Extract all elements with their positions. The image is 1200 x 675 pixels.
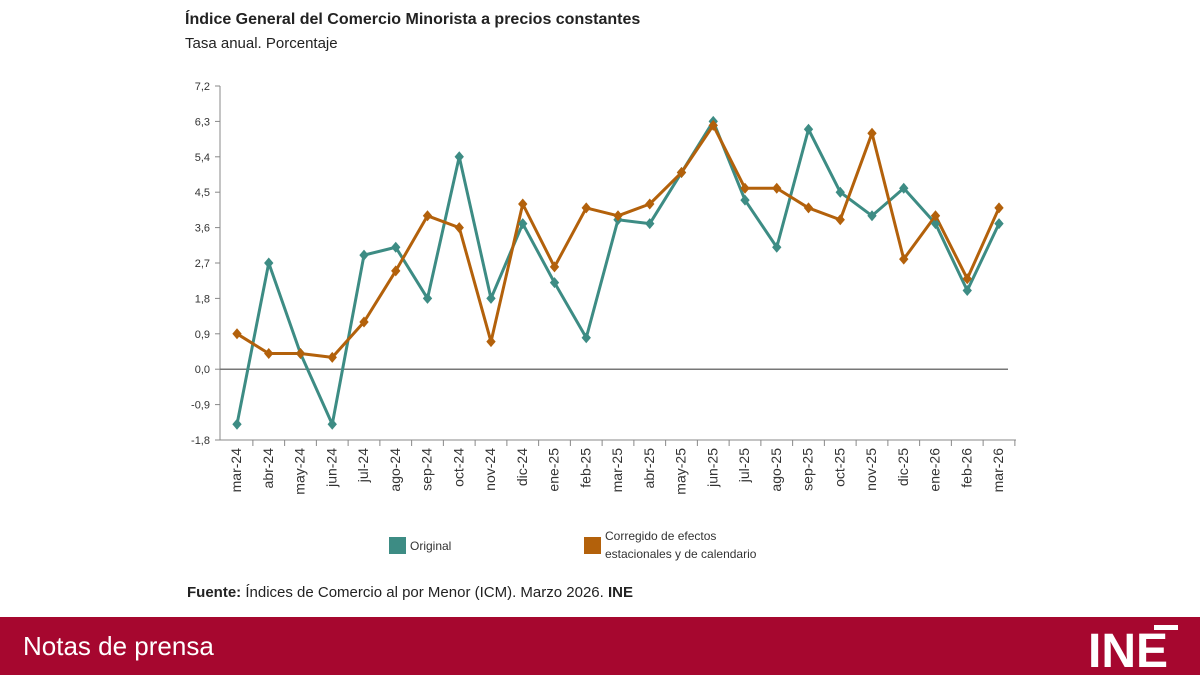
point-original — [391, 241, 401, 253]
point-original — [359, 249, 369, 261]
x-tick-label: ago-25 — [768, 448, 784, 492]
point-corregido — [327, 351, 337, 363]
y-tick-label: -0,9 — [191, 400, 210, 412]
point-original — [835, 186, 845, 198]
y-tick-label: 5,4 — [195, 152, 210, 164]
x-tick-label: abr-25 — [641, 448, 657, 489]
x-tick-label: ene-26 — [927, 448, 943, 492]
x-tick-label: feb-25 — [577, 448, 593, 488]
point-corregido — [994, 202, 1004, 214]
point-corregido — [708, 119, 718, 131]
point-corregido — [581, 202, 591, 214]
point-original — [930, 218, 941, 230]
point-original — [264, 257, 274, 269]
point-corregido — [962, 273, 972, 285]
point-original — [740, 194, 750, 206]
x-tick-label: feb-26 — [958, 448, 974, 488]
x-tick-label: jun-24 — [323, 448, 339, 488]
legend-swatch-original — [389, 537, 406, 554]
y-tick-label: 0,0 — [195, 364, 210, 376]
point-corregido — [930, 210, 941, 222]
point-corregido — [740, 182, 750, 194]
line-chart: 7,2 6,3 5,4 4,5 3,6 2,7 1,8 0,9 0,0 -0,9 -1,8 mar-2… — [191, 81, 1016, 561]
x-tick-label: nov-25 — [863, 448, 879, 491]
point-original — [422, 292, 433, 304]
point-corregido — [676, 167, 687, 179]
point-original — [327, 418, 337, 430]
footer-bar: Notas de prensa INE — [0, 617, 1200, 675]
point-corregido — [867, 127, 877, 139]
point-original — [645, 218, 655, 230]
y-tick-label: 6,3 — [195, 116, 210, 128]
source-note: Fuente: Índices de Comercio al por Menor… — [187, 584, 633, 601]
x-tick-label: mar-26 — [990, 448, 1006, 493]
point-original — [772, 241, 782, 253]
point-corregido — [835, 214, 845, 226]
x-tick-label: ene-25 — [546, 448, 562, 492]
point-original — [549, 277, 560, 289]
chart-subtitle: Tasa anual. Porcentaje — [185, 35, 338, 52]
point-corregido — [422, 210, 433, 222]
footer-title: Notas de prensa — [23, 631, 214, 661]
x-tick-label: mar-25 — [609, 448, 625, 493]
x-tick-label: sep-25 — [800, 448, 816, 491]
x-tick-label: nov-24 — [482, 448, 498, 491]
y-tick-label: 1,8 — [195, 293, 210, 305]
source-org: INE — [607, 584, 633, 601]
point-original — [232, 418, 242, 430]
x-tick-label: oct-25 — [831, 448, 847, 487]
y-tick-label: 4,5 — [195, 187, 210, 199]
x-tick-label: may-25 — [673, 448, 689, 495]
y-tick-label: 0,9 — [195, 329, 210, 341]
point-corregido — [454, 222, 464, 234]
y-tick-label: -1,8 — [191, 435, 210, 447]
point-original — [581, 332, 591, 344]
x-tick-label: may-24 — [292, 448, 308, 495]
point-corregido — [295, 347, 306, 359]
source-text: Índices de Comercio al por Menor (ICM). … — [241, 584, 608, 601]
source-label: Fuente: — [187, 584, 242, 601]
point-corregido — [613, 210, 623, 222]
point-corregido — [359, 316, 369, 328]
y-tick-label: 7,2 — [195, 81, 210, 93]
x-tick-label: jul-24 — [355, 448, 371, 483]
x-tick-label: jun-25 — [704, 448, 720, 488]
point-corregido — [264, 347, 274, 359]
x-tick-label: abr-24 — [260, 448, 276, 489]
series-line-original — [235, 119, 1001, 426]
x-tick-label: sep-24 — [419, 448, 435, 491]
point-original — [518, 218, 528, 230]
point-corregido — [803, 202, 814, 214]
chart-title: Índice General del Comercio Minorista a … — [185, 11, 641, 28]
svg-text:INE: INE — [1088, 625, 1168, 673]
legend-swatch-corregido — [584, 537, 601, 554]
x-tick-label: dic-24 — [514, 448, 530, 486]
point-corregido — [645, 198, 655, 210]
point-corregido — [549, 261, 560, 273]
point-original — [994, 218, 1004, 230]
x-tick-label: ago-24 — [387, 448, 403, 492]
y-tick-label: 3,6 — [195, 223, 210, 235]
point-corregido — [899, 253, 909, 265]
legend-label-corregido: estacionales y de calendario — [605, 547, 757, 561]
legend-label-corregido: Corregido de efectos — [605, 529, 716, 543]
point-original — [899, 182, 909, 194]
point-corregido — [486, 336, 496, 348]
point-original — [803, 123, 814, 135]
point-original — [867, 210, 877, 222]
point-original — [454, 151, 464, 163]
point-original — [486, 292, 496, 304]
point-corregido — [518, 198, 528, 210]
point-corregido — [391, 265, 401, 277]
point-corregido — [232, 328, 242, 340]
point-corregido — [772, 182, 782, 194]
x-tick-label: oct-24 — [450, 448, 466, 487]
x-tick-label: mar-24 — [228, 448, 244, 493]
legend-label-original: Original — [410, 539, 451, 553]
y-tick-label: 2,7 — [195, 258, 210, 270]
x-tick-label: dic-25 — [895, 448, 911, 486]
ine-logo: INE — [1088, 625, 1178, 673]
point-original — [962, 285, 972, 297]
x-tick-label: jul-25 — [736, 448, 752, 483]
